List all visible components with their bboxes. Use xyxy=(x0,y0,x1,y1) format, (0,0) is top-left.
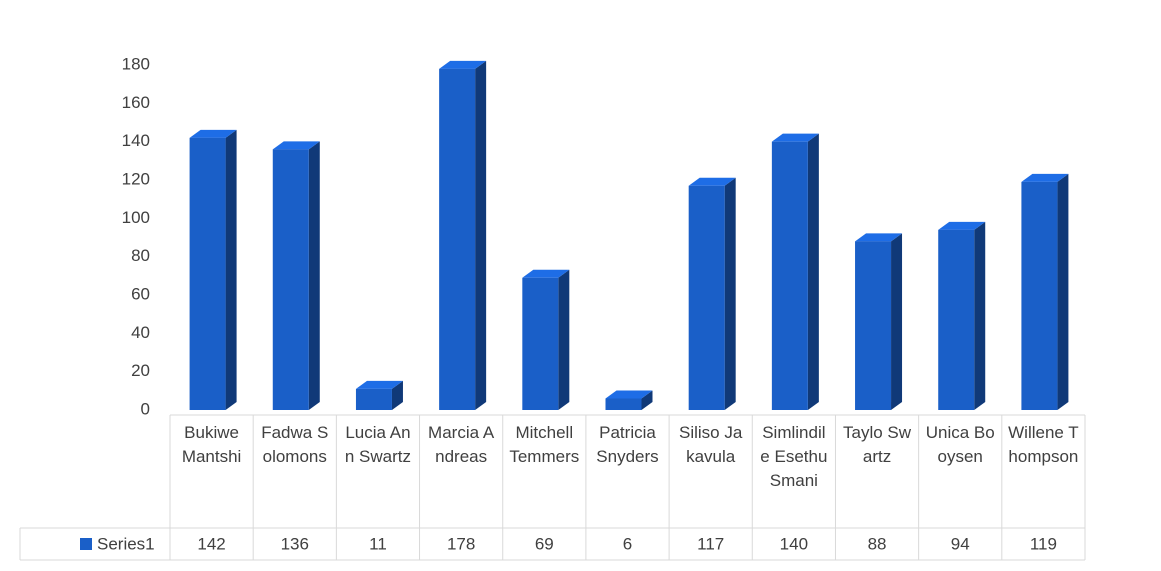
x-tick-label: Taylo Swartz xyxy=(843,423,912,466)
y-tick-label: 80 xyxy=(131,246,150,265)
bar-side xyxy=(558,269,570,410)
bar xyxy=(189,137,226,411)
bar-top xyxy=(605,390,653,399)
table-value: 178 xyxy=(447,534,475,553)
bar xyxy=(522,277,559,410)
legend-label: Series1 xyxy=(97,534,155,553)
bar-top xyxy=(1021,173,1069,182)
x-tick-label: Simlindile Esethu Smani xyxy=(760,423,828,490)
x-tick-label: Mitchell Temmers xyxy=(509,423,580,466)
bar xyxy=(605,398,642,410)
bar xyxy=(855,241,892,410)
bar-top xyxy=(855,233,903,242)
x-tick-label: Siliso Jakavula xyxy=(679,423,743,466)
bar-side xyxy=(1057,173,1069,410)
bar-side xyxy=(475,60,487,410)
x-tick-label: Willene Thompson xyxy=(1008,423,1079,466)
bar-top xyxy=(189,129,237,138)
x-tick-label: Marcia Andreas xyxy=(428,423,495,466)
bar xyxy=(688,185,725,410)
bar xyxy=(938,229,975,410)
y-tick-label: 60 xyxy=(131,284,150,303)
bar xyxy=(355,388,392,410)
bar xyxy=(771,141,808,410)
bar-side xyxy=(225,129,237,411)
bar xyxy=(439,68,476,410)
y-tick-label: 180 xyxy=(122,54,150,73)
table-value: 6 xyxy=(623,534,632,553)
table-value: 94 xyxy=(951,534,970,553)
y-tick-label: 40 xyxy=(131,323,150,342)
bar-top xyxy=(522,269,570,278)
bar-top xyxy=(272,141,320,150)
bar-side xyxy=(724,177,736,410)
y-tick-label: 0 xyxy=(141,399,150,418)
x-tick-label: Fadwa Solomons xyxy=(261,423,329,466)
bar-side xyxy=(391,380,403,410)
y-tick-label: 20 xyxy=(131,361,150,380)
legend-key xyxy=(80,538,92,550)
y-tick-label: 140 xyxy=(122,131,150,150)
x-tick-label: Patricia Snyders xyxy=(596,423,659,466)
bar-top xyxy=(355,380,403,389)
table-value: 88 xyxy=(868,534,887,553)
bar-side xyxy=(807,133,819,410)
bar xyxy=(272,149,309,411)
bar xyxy=(1021,181,1058,410)
y-tick-label: 100 xyxy=(122,208,150,227)
x-tick-label: Unica Booysen xyxy=(925,423,995,466)
bar-side xyxy=(974,221,986,410)
bar-side xyxy=(891,233,903,410)
table-value: 136 xyxy=(281,534,309,553)
table-value: 11 xyxy=(369,534,387,553)
bar-top xyxy=(771,133,819,142)
y-tick-label: 120 xyxy=(122,169,150,188)
table-value: 117 xyxy=(697,534,724,553)
x-tick-label: Lucia Ann Swartz xyxy=(344,423,412,466)
y-tick-label: 160 xyxy=(122,93,150,112)
table-value: 69 xyxy=(535,534,554,553)
table-value: 142 xyxy=(197,534,225,553)
table-value: 119 xyxy=(1030,534,1057,553)
x-tick-label: Bukiwe Mantshi xyxy=(181,423,242,466)
bar-side xyxy=(308,141,320,411)
bar-top xyxy=(439,60,487,69)
bar-top xyxy=(938,221,986,230)
bar-side xyxy=(641,390,653,410)
bar-top xyxy=(688,177,736,186)
table-value: 140 xyxy=(780,534,808,553)
